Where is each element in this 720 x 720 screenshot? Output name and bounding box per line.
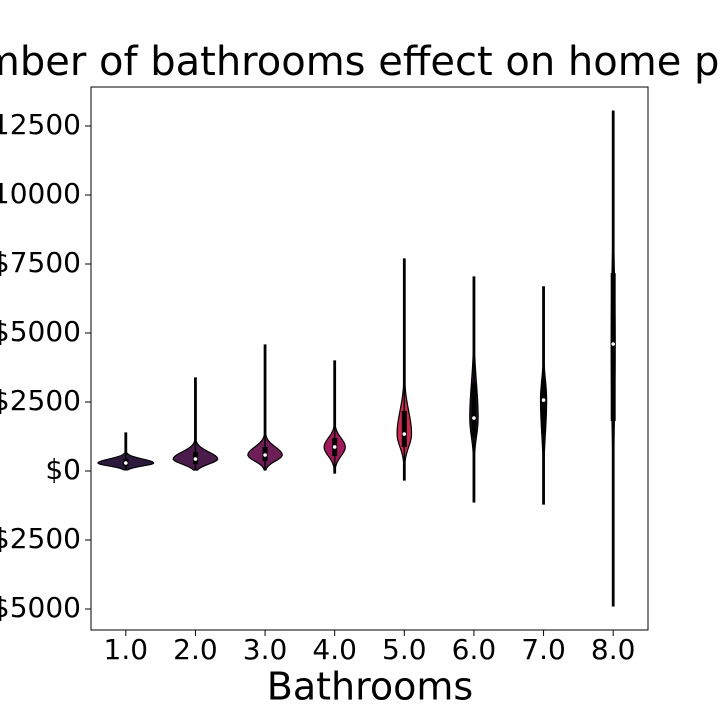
y-tick-label: $7500	[0, 246, 81, 279]
violin-median	[402, 432, 407, 436]
violin-median	[611, 342, 615, 346]
y-tick-label: $12500	[0, 108, 81, 141]
x-tick-label: 1.0	[104, 633, 149, 666]
y-tick-label: $2500	[0, 384, 81, 417]
violin-median	[332, 445, 337, 449]
x-tick-label: 7.0	[521, 633, 566, 666]
violin-median	[263, 453, 267, 457]
y-tick-label: $5000	[0, 315, 81, 348]
x-tick-label: 3.0	[243, 633, 288, 666]
x-tick-label: 2.0	[173, 633, 218, 666]
plot-frame	[90, 86, 649, 631]
x-tick-label: 6.0	[452, 633, 497, 666]
x-tick-label: 4.0	[312, 633, 357, 666]
x-tick-label: 8.0	[591, 633, 636, 666]
x-axis-label: Bathrooms	[267, 665, 473, 709]
violin-median	[541, 398, 546, 402]
y-tick-label: -$2500	[0, 522, 81, 555]
violin-median	[124, 461, 128, 465]
chart-title: Number of bathrooms effect on home price…	[0, 39, 720, 85]
y-tick-label: -$5000	[0, 591, 81, 624]
violin-median	[472, 416, 476, 420]
x-tick-label: 5.0	[382, 633, 427, 666]
violin-median	[193, 457, 198, 461]
y-tick-label: $10000	[0, 177, 81, 210]
y-tick-label: $0	[45, 453, 81, 486]
